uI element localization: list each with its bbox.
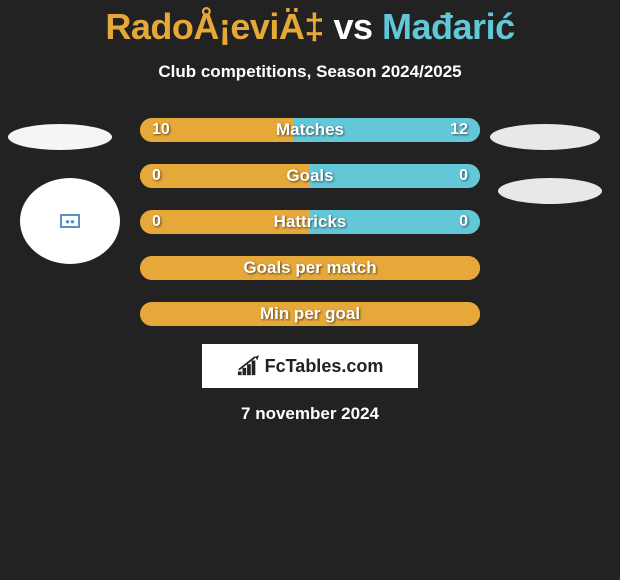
stat-value-right: 12: [440, 121, 480, 139]
ellipse-right: [490, 124, 600, 150]
logo-text: FcTables.com: [265, 356, 384, 377]
stat-bar: Goals per match: [140, 256, 480, 280]
stat-label: Goals: [180, 166, 440, 186]
stat-value-left: 0: [140, 213, 180, 231]
stat-value-right: 0: [440, 167, 480, 185]
stat-bar: 0Goals0: [140, 164, 480, 188]
stat-label: Hattricks: [180, 212, 440, 232]
club-badge-left: ●●: [20, 178, 120, 264]
stats-bars: 10Matches120Goals00Hattricks0Goals per m…: [140, 118, 480, 326]
ellipse-left: [8, 124, 112, 150]
vs-label: vs: [333, 6, 372, 47]
stat-label: Goals per match: [180, 258, 440, 278]
logo-box: FcTables.com: [202, 344, 418, 388]
player2-name: Mađarić: [382, 6, 515, 47]
stat-value-right: 0: [440, 213, 480, 231]
stat-value-left: 10: [140, 121, 180, 139]
stat-bar: 0Hattricks0: [140, 210, 480, 234]
fctables-icon: [237, 355, 259, 377]
stat-value-left: 0: [140, 167, 180, 185]
subtitle: Club competitions, Season 2024/2025: [0, 62, 620, 82]
badge-icon: ●●: [60, 214, 80, 228]
stat-bar: 10Matches12: [140, 118, 480, 142]
stat-label: Min per goal: [180, 304, 440, 324]
player1-name: RadoÅ¡eviÄ‡: [105, 6, 324, 47]
date: 7 november 2024: [0, 404, 620, 424]
stat-label: Matches: [180, 120, 440, 140]
stat-bar: Min per goal: [140, 302, 480, 326]
ellipse-right-2: [498, 178, 602, 204]
comparison-title: RadoÅ¡eviÄ‡ vs Mađarić: [0, 0, 620, 48]
